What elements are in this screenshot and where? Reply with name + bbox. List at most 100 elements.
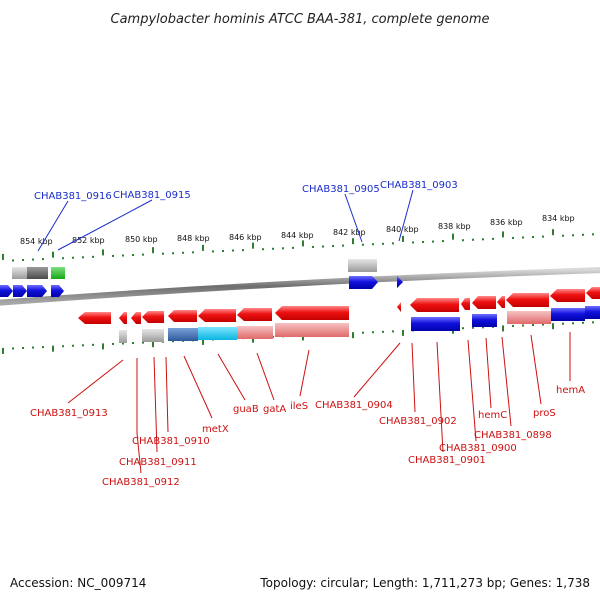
gene-arrow[interactable] [506,293,549,307]
gene-arrow[interactable] [119,312,127,324]
minor-tick [192,251,194,254]
gene-arrow[interactable] [142,311,164,323]
gene-arrow[interactable] [13,285,27,297]
gene-arrow[interactable] [168,310,197,322]
gene-arrow[interactable] [586,287,600,299]
minor-tick [582,321,584,324]
gene-feature[interactable] [12,267,27,279]
gene-feature[interactable] [237,326,273,339]
gene-arrow[interactable] [497,296,505,308]
gene-arrow[interactable] [397,276,403,288]
gene-arrow[interactable] [461,298,470,310]
minor-tick [372,243,374,246]
minor-tick [172,340,174,343]
leader-line [183,355,213,419]
minor-tick [342,244,344,247]
gene-label[interactable]: CHAB381_0903 [380,180,458,191]
minor-tick [222,250,224,253]
gene-feature[interactable] [472,314,497,327]
leader-line [165,356,169,433]
minor-tick [512,236,514,239]
gene-label[interactable]: CHAB381_0900 [439,443,517,454]
gene-arrow[interactable] [78,312,111,324]
gene-arrow[interactable] [410,298,459,312]
minor-tick [282,247,284,250]
minor-tick [572,234,574,237]
gene-label[interactable]: guaB [233,404,259,415]
minor-tick [82,344,84,347]
minor-tick [512,324,514,327]
minor-tick [62,257,64,260]
gene-feature[interactable] [142,329,164,342]
gene-feature[interactable] [198,327,237,340]
genome-backbone [0,267,600,306]
minor-tick [32,346,34,349]
major-tick [452,233,454,240]
gene-label[interactable]: CHAB381_0912 [102,477,180,488]
gene-arrow[interactable] [349,276,378,289]
gene-label[interactable]: CHAB381_0910 [132,436,210,447]
major-tick [252,242,254,249]
minor-tick [172,252,174,255]
gene-label[interactable]: CHAB381_0905 [302,184,380,195]
gene-label[interactable]: metX [202,424,229,435]
minor-tick [522,324,524,327]
gene-arrow[interactable] [275,306,349,320]
gene-label[interactable]: hemA [556,385,585,396]
major-tick [502,325,504,332]
leader-line [530,334,542,405]
gene-arrow[interactable] [237,308,272,321]
minor-tick [292,246,294,249]
gene-arrow[interactable] [397,302,401,312]
gene-feature[interactable] [119,330,127,343]
gene-arrow[interactable] [198,309,236,322]
minor-tick [382,242,384,245]
gene-label[interactable]: gatA [263,404,286,415]
gene-arrow[interactable] [27,285,47,297]
gene-label[interactable]: hemC [478,410,507,421]
minor-tick [132,342,134,345]
gene-arrow[interactable] [472,296,496,309]
gene-label[interactable]: CHAB381_0916 [34,191,112,202]
gene-feature[interactable] [51,267,65,279]
minor-tick [162,252,164,255]
tick-label: 848 kbp [177,234,210,243]
gene-feature[interactable] [585,306,600,319]
tick-label: 844 kbp [281,231,314,240]
gene-feature[interactable] [551,308,585,321]
tick-label: 852 kbp [72,236,105,245]
minor-tick [522,236,524,239]
minor-tick [72,256,74,259]
leader-line [37,200,69,252]
gene-feature[interactable] [27,267,48,279]
gene-label[interactable]: ileS [290,401,308,412]
minor-tick [212,250,214,253]
gene-label[interactable]: CHAB381_0902 [379,416,457,427]
minor-tick [12,347,14,350]
major-tick [352,332,354,339]
gene-label[interactable]: CHAB381_0915 [113,190,191,201]
gene-arrow[interactable] [131,312,141,324]
gene-label[interactable]: proS [533,408,556,419]
gene-label[interactable]: CHAB381_0911 [119,457,197,468]
gene-feature[interactable] [348,259,377,272]
minor-tick [22,347,24,350]
minor-tick [332,245,334,248]
major-tick [302,240,304,247]
gene-feature[interactable] [275,323,349,337]
minor-tick [42,258,44,261]
gene-arrow[interactable] [51,285,64,297]
gene-label[interactable]: CHAB381_0901 [408,455,486,466]
leader-line [136,432,142,474]
gene-feature[interactable] [168,328,198,341]
gene-label[interactable]: CHAB381_0898 [474,430,552,441]
minor-tick [122,254,124,257]
gene-label[interactable]: CHAB381_0913 [30,408,108,419]
gene-label[interactable]: CHAB381_0904 [315,400,393,411]
gene-arrow[interactable] [550,289,585,302]
gene-feature[interactable] [507,311,551,324]
major-tick [352,238,354,245]
gene-arrow[interactable] [0,285,13,297]
gene-feature[interactable] [411,317,460,331]
tick-label: 850 kbp [125,235,158,244]
